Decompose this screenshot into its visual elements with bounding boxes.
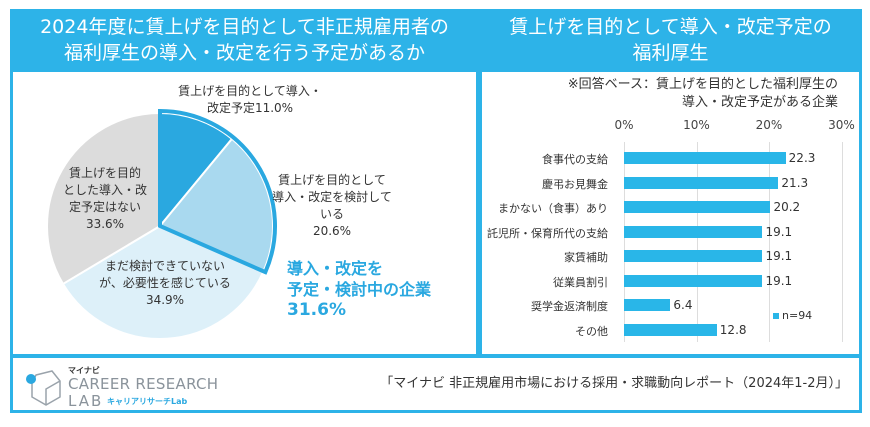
bar — [624, 201, 771, 213]
value-label: 19.1 — [765, 249, 793, 263]
bar-panel — [482, 72, 859, 354]
gridline — [769, 142, 770, 342]
value-label: 21.3 — [781, 175, 809, 190]
gridline — [696, 142, 698, 342]
left-title-line1: 2024年度に賃上げを目的として非正規雇用者の — [40, 16, 449, 38]
category-label: その他 — [575, 324, 608, 338]
callout-total: 導入・改定を 予定・検討中の企業 31.6% — [287, 259, 432, 320]
bar-note: ※回答ベース：賃上げを目的とした福利厚生の 導入・改定予定がある企業 — [567, 77, 838, 110]
slice-label-no-plan: 賃上げを目的 とした導入・改 定予定はない 33.6% — [62, 166, 147, 231]
logo-small: マイナビ — [68, 366, 100, 375]
value-label: 19.1 — [765, 273, 793, 288]
value-label: 12.8 — [719, 322, 747, 337]
category-label: 奨学金返済制度 — [531, 300, 608, 313]
x-tick-label: 10% — [683, 118, 710, 132]
slice-label-feel-need: まだ検討できていない が、必要性を感じている 34.9% — [99, 259, 231, 307]
right-title-line1: 賃上げを目的として導入・改定予定の — [509, 16, 832, 38]
bar — [624, 225, 763, 238]
right-title: 賃上げを目的として導入・改定予定の 福利厚生 — [482, 9, 859, 71]
value-label: 22.3 — [788, 151, 816, 165]
footer-panel — [13, 358, 859, 410]
bar — [624, 250, 763, 262]
category-label: まかない（食事）あり — [498, 202, 608, 215]
right-title-line2: 福利厚生 — [632, 42, 709, 64]
left-title-line2: 福利厚生の導入・改定を行う予定があるか — [63, 42, 425, 64]
bar — [624, 176, 779, 189]
logo-cube-icon — [26, 370, 61, 406]
x-tick-label: 0% — [614, 118, 634, 132]
category-label: 食事代の支給 — [542, 153, 608, 166]
x-tick-label: 30% — [828, 118, 855, 132]
slice-label-planned: 賃上げを目的として導入・ 改定予定11.0% — [178, 84, 322, 115]
gridline — [841, 142, 843, 342]
category-label: 従業員割引 — [553, 275, 608, 289]
slice-label-considering: 賃上げを目的として 導入・改定を検討して いる 20.6% — [272, 173, 392, 238]
value-label: 20.2 — [773, 200, 801, 214]
value-label: 6.4 — [673, 298, 693, 312]
pie-slice — [46, 111, 161, 286]
category-label: 慶弔お見舞金 — [542, 177, 608, 191]
logo-lab: LAB — [68, 392, 104, 410]
logo-kana: キャリアリサーチLab — [107, 397, 188, 406]
bar — [624, 299, 671, 311]
left-title: 2024年度に賃上げを目的として非正規雇用者の 福利厚生の導入・改定を行う予定があ… — [13, 9, 476, 71]
bar — [624, 152, 786, 164]
logo: マイナビ CAREER RESEARCH LAB キャリアリサーチLab — [24, 365, 224, 410]
legend-label: n=94 — [782, 309, 813, 322]
bar — [624, 274, 763, 287]
category-label: 家賃補助 — [564, 251, 608, 264]
source-citation: 「マイナビ 非正規雇用市場における採用・求職動向レポート（2024年1-2月）」 — [380, 376, 848, 391]
value-label: 19.1 — [765, 224, 793, 239]
x-tick-label: 20% — [755, 118, 783, 132]
category-label: 託児所・保育所代の支給 — [487, 226, 608, 240]
gridline — [624, 142, 625, 342]
bar — [624, 323, 717, 336]
logo-main: CAREER RESEARCH — [68, 375, 219, 393]
highlight-outline — [158, 108, 277, 275]
legend-swatch — [773, 313, 779, 319]
